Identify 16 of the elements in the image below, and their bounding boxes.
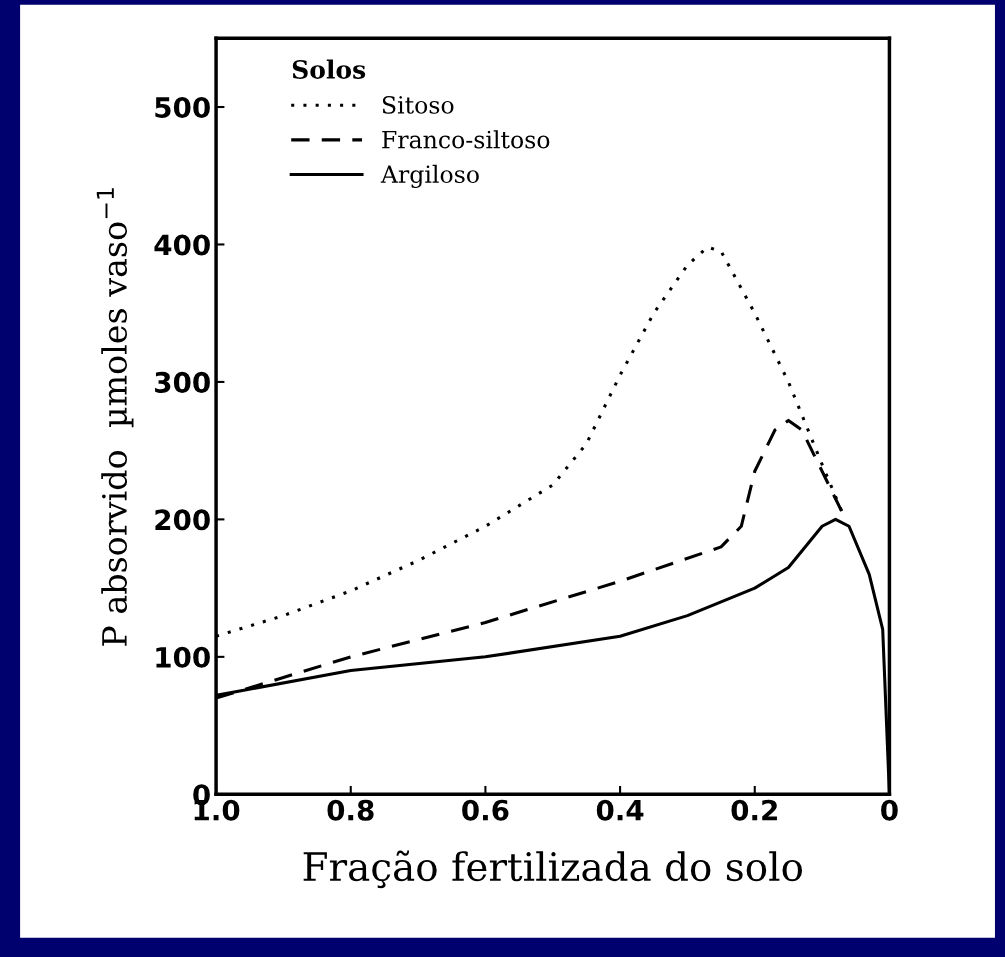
y-tick-label: 400: [154, 234, 210, 256]
x-tick-label: 0.8: [327, 799, 374, 821]
y-tick-label: 100: [156, 646, 210, 668]
x-tick-label: 0.6: [462, 799, 509, 821]
legend-title: Solos: [292, 59, 366, 79]
x-tick-label: 0.4: [596, 799, 644, 821]
legend-label: Argiloso: [380, 164, 479, 189]
y-tick-label: 300: [155, 371, 210, 393]
x-tick-label: 0.2: [731, 799, 777, 821]
y-tick-label: 200: [155, 509, 210, 531]
x-axis-title: Fração fertilizada do solo: [303, 850, 803, 889]
y-axis-title: P absorvido µmoles vaso$^{−1}$: [96, 188, 134, 646]
legend-label: Franco-siltoso: [382, 130, 550, 149]
legend-label: Sitoso: [382, 95, 454, 114]
y-tick-label: 500: [155, 96, 210, 118]
x-tick-label: 0: [881, 799, 898, 821]
